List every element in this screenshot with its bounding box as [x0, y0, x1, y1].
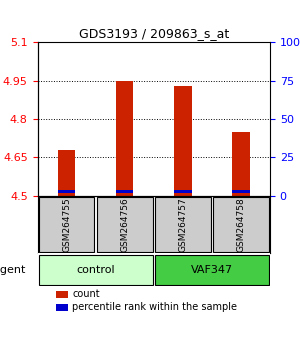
Bar — [232, 132, 250, 195]
Text: GSM264756: GSM264756 — [120, 197, 129, 252]
FancyBboxPatch shape — [97, 197, 153, 252]
FancyBboxPatch shape — [39, 255, 153, 285]
Bar — [116, 190, 134, 193]
Bar — [58, 190, 75, 193]
Title: GDS3193 / 209863_s_at: GDS3193 / 209863_s_at — [79, 27, 229, 40]
Text: VAF347: VAF347 — [191, 265, 233, 275]
Bar — [174, 86, 191, 195]
Bar — [58, 150, 75, 195]
Text: GSM264757: GSM264757 — [178, 197, 187, 252]
Text: percentile rank within the sample: percentile rank within the sample — [72, 302, 237, 312]
Text: GSM264758: GSM264758 — [236, 197, 245, 252]
Bar — [56, 291, 68, 298]
FancyBboxPatch shape — [213, 197, 269, 252]
Text: GSM264755: GSM264755 — [62, 197, 71, 252]
Bar — [232, 190, 250, 193]
FancyBboxPatch shape — [155, 197, 211, 252]
Bar — [116, 81, 134, 195]
Bar — [174, 190, 191, 193]
FancyBboxPatch shape — [39, 197, 94, 252]
Text: agent: agent — [0, 265, 26, 275]
Text: count: count — [72, 289, 100, 299]
FancyBboxPatch shape — [155, 255, 269, 285]
Text: control: control — [76, 265, 115, 275]
Bar — [56, 304, 68, 311]
